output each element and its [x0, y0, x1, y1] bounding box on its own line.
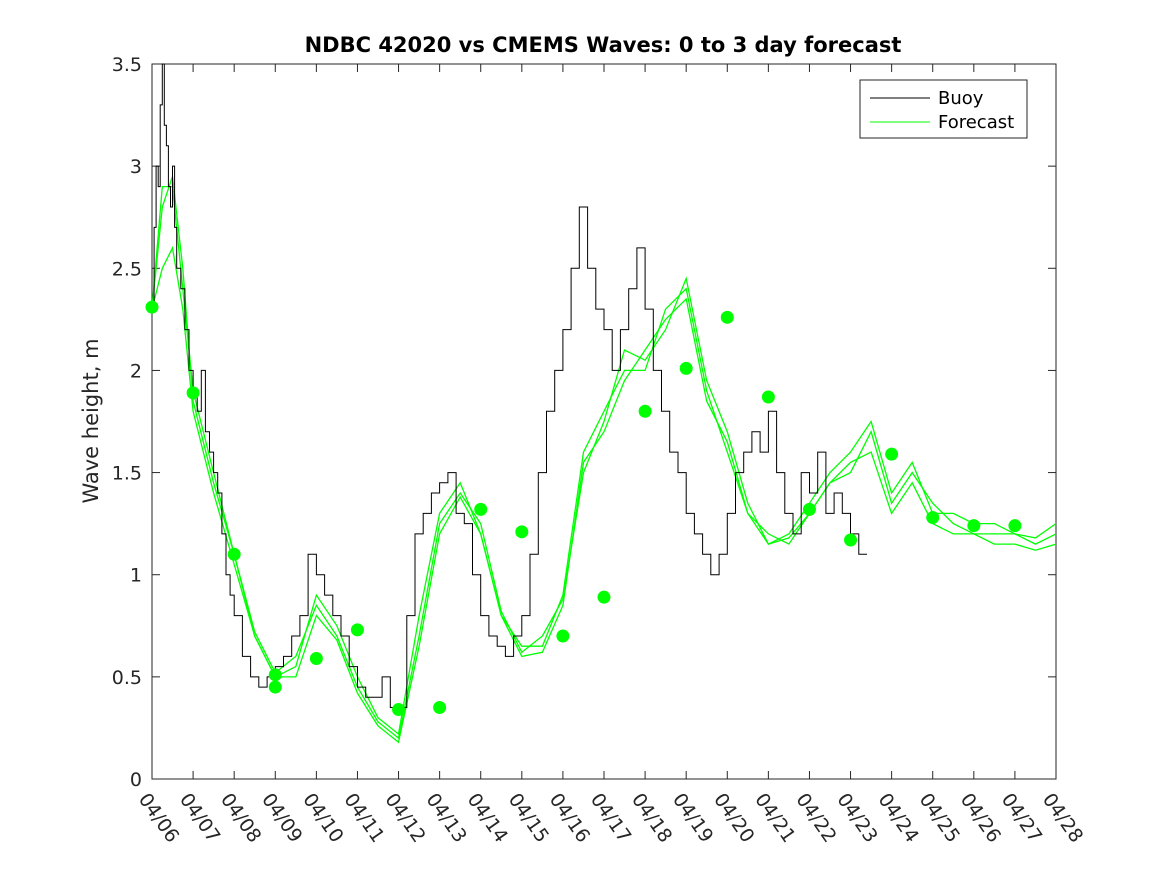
forecast-marker	[350, 623, 364, 637]
forecast-marker	[556, 629, 570, 643]
forecast-marker	[967, 519, 981, 533]
forecast-marker	[268, 680, 282, 694]
forecast-marker	[1008, 519, 1022, 533]
legend-box	[859, 79, 1028, 139]
forecast-marker	[515, 525, 529, 539]
y-tick-label: 0	[130, 769, 142, 791]
forecast-marker	[844, 533, 858, 547]
forecast-marker	[145, 300, 159, 314]
y-tick-label: 3	[130, 156, 142, 178]
legend-forecast-label: Forecast	[938, 112, 1014, 133]
y-tick-label: 1.5	[112, 463, 142, 485]
forecast-marker	[679, 361, 693, 375]
y-tick-label: 2	[130, 360, 142, 382]
forecast-marker	[186, 386, 200, 400]
y-tick-label: 0.5	[112, 667, 142, 689]
forecast-marker	[227, 547, 241, 561]
forecast-marker	[926, 511, 940, 525]
series-group	[145, 63, 1057, 744]
forecast-marker	[761, 390, 775, 404]
forecast-line	[151, 245, 1057, 744]
forecast-marker	[802, 502, 816, 516]
y-axis-label: Wave height, m	[79, 338, 103, 503]
legend: Buoy Forecast	[859, 79, 1028, 139]
forecast-marker	[474, 502, 488, 516]
forecast-marker	[638, 404, 652, 418]
y-tick-label: 2.5	[112, 258, 142, 280]
forecast-marker	[597, 590, 611, 604]
forecast-marker	[885, 447, 899, 461]
y-tick-label: 3.5	[112, 54, 142, 76]
buoy-line	[152, 63, 867, 708]
forecast-marker	[720, 310, 734, 324]
chart-title: NDBC 42020 vs CMEMS Waves: 0 to 3 day fo…	[305, 33, 902, 57]
forecast-marker	[309, 651, 323, 665]
y-tick-label: 1	[130, 565, 142, 587]
forecast-marker	[392, 703, 406, 717]
legend-buoy-label: Buoy	[938, 88, 984, 109]
forecast-line	[151, 176, 1057, 740]
forecast-marker	[433, 701, 447, 714]
forecast-marker	[268, 668, 282, 682]
